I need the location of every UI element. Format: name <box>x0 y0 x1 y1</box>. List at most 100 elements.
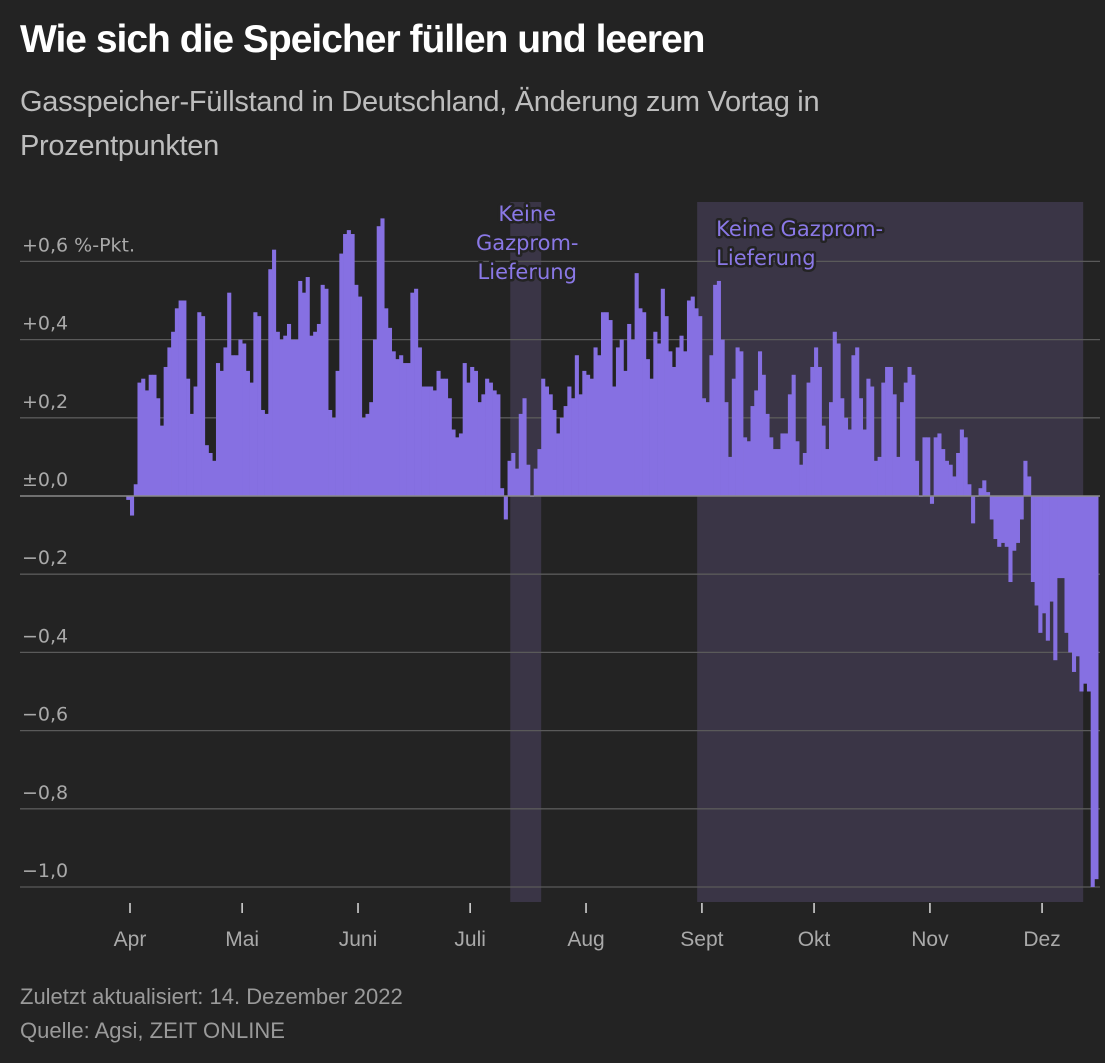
bar <box>148 374 153 496</box>
bar <box>350 234 355 496</box>
bar <box>757 351 763 496</box>
bar <box>761 374 766 496</box>
bar <box>249 382 254 496</box>
bar <box>1019 496 1024 520</box>
bar <box>470 366 475 496</box>
y-tick-label: +0,6 %-Pkt. <box>22 234 135 256</box>
bar <box>320 284 325 496</box>
bar <box>597 355 602 496</box>
bar <box>922 437 927 496</box>
bar <box>324 288 329 496</box>
bar <box>481 394 486 496</box>
bar <box>604 312 609 496</box>
bar <box>672 366 677 496</box>
bar <box>642 312 647 496</box>
bar <box>933 437 938 496</box>
bar <box>1075 496 1080 657</box>
bar <box>731 378 736 496</box>
bar <box>193 386 198 496</box>
bar <box>234 355 239 496</box>
y-axis-labels: +0,6 %-Pkt. +0,4 +0,2 ±0,0 −0,2 −0,4 −0,6 −0,8 −… <box>22 234 135 882</box>
bar <box>242 343 247 496</box>
bar <box>436 370 441 496</box>
x-tick-label: Juni <box>339 928 378 951</box>
bar <box>227 292 232 496</box>
bar <box>163 366 168 496</box>
bar <box>313 331 318 496</box>
bar <box>638 308 643 496</box>
bar <box>518 413 523 496</box>
bar <box>956 452 961 496</box>
bar <box>765 413 770 496</box>
bar <box>126 496 131 500</box>
bar <box>806 382 811 496</box>
bar <box>391 351 396 496</box>
bar <box>810 366 815 496</box>
y-tick-label: −0,2 <box>22 547 68 569</box>
bar <box>451 429 456 496</box>
bar <box>582 370 587 496</box>
bar <box>346 230 351 496</box>
bar <box>649 378 654 496</box>
bar <box>750 406 755 496</box>
bar <box>959 429 964 496</box>
bar <box>537 449 542 496</box>
bar <box>668 351 673 496</box>
bar <box>443 378 449 496</box>
bar <box>769 437 774 496</box>
bar <box>1071 496 1077 672</box>
bar <box>343 234 348 496</box>
no-delivery-shade-1 <box>510 202 542 902</box>
annotations: Keine Gazprom- Lieferung Keine Gazprom- Lief… <box>473 200 885 287</box>
annotation-label-2: Keine Gazprom- <box>716 217 883 241</box>
bar <box>533 468 538 496</box>
bar <box>698 316 703 496</box>
y-tick-label: +0,2 <box>22 391 68 413</box>
bar <box>447 398 452 496</box>
bar <box>612 386 617 496</box>
bar <box>197 312 202 496</box>
bar <box>941 449 946 496</box>
bar <box>1015 496 1020 543</box>
bar <box>458 433 464 496</box>
bar <box>331 417 336 496</box>
bar <box>406 363 411 496</box>
bar <box>455 437 460 496</box>
bar <box>507 460 512 496</box>
bar <box>690 296 695 496</box>
bar <box>500 488 505 496</box>
bar <box>399 355 404 496</box>
bar <box>283 335 288 496</box>
bar <box>847 429 852 496</box>
bar <box>608 320 613 496</box>
bar <box>503 496 508 520</box>
bar <box>982 480 987 496</box>
annotation-label-1: Keine <box>498 202 556 226</box>
bar <box>309 335 314 496</box>
bar <box>743 437 748 496</box>
bar <box>189 413 194 496</box>
bar <box>716 280 721 496</box>
bar <box>877 456 882 496</box>
bar <box>914 460 920 496</box>
bar <box>686 300 692 496</box>
bar <box>832 331 837 496</box>
bar <box>541 378 546 496</box>
bar <box>866 378 871 496</box>
bar <box>182 300 187 496</box>
bar <box>171 331 176 496</box>
bar <box>462 363 467 496</box>
bar <box>634 273 639 496</box>
y-tick-label: −0,6 <box>22 704 68 726</box>
bar <box>1023 460 1028 496</box>
x-tick-label: Aug <box>567 928 604 951</box>
bar <box>728 456 733 496</box>
bar <box>567 386 572 496</box>
bar <box>522 398 527 496</box>
bar <box>903 382 908 496</box>
bar <box>571 398 576 496</box>
bar <box>574 355 579 496</box>
bar <box>156 398 161 496</box>
bar <box>843 417 849 496</box>
bar <box>825 449 830 496</box>
